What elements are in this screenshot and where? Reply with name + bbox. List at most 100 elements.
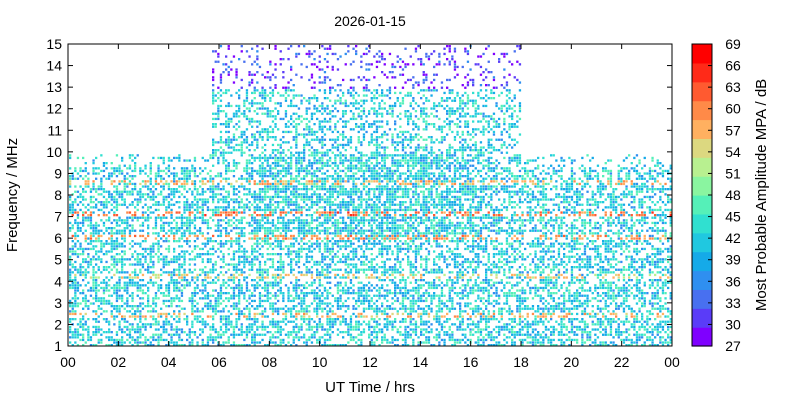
spectrogram-cell <box>149 325 152 329</box>
spectrogram-cell <box>115 169 119 173</box>
spectrogram-cell <box>209 253 212 256</box>
spectrogram-cell <box>266 115 269 118</box>
spectrogram-cell <box>342 336 345 339</box>
spectrogram-cell <box>318 271 321 274</box>
spectrogram-cell <box>102 164 106 167</box>
spectrogram-cell <box>347 45 350 48</box>
spectrogram-cell <box>167 164 171 167</box>
spectrogram-cell <box>277 203 280 206</box>
spectrogram-cell <box>313 336 316 339</box>
spectrogram-cell <box>277 289 280 292</box>
spectrogram-cell <box>115 299 119 303</box>
spectrogram-cell <box>193 159 197 162</box>
spectrogram-cell <box>92 325 95 329</box>
spectrogram-cell <box>183 255 186 258</box>
spectrogram-cell <box>69 273 72 277</box>
spectrogram-cell <box>191 167 194 170</box>
spectrogram-cell <box>318 185 321 188</box>
spectrogram-cell <box>191 271 194 274</box>
spectrogram-cell <box>329 336 332 339</box>
spectrogram-cell <box>121 219 124 222</box>
spectrogram-cell <box>227 268 230 271</box>
spectrogram-cell <box>347 159 350 162</box>
spectrogram-cell <box>82 203 85 206</box>
spectrogram-cell <box>334 146 337 149</box>
spectrogram-cell <box>269 164 272 167</box>
spectrogram-cell <box>352 60 355 63</box>
spectrogram-cell <box>336 286 340 290</box>
spectrogram-cell <box>82 198 85 201</box>
spectrogram-cell <box>115 286 119 290</box>
spectrogram-cell <box>264 211 267 214</box>
spectrogram-cell <box>261 299 264 303</box>
spectrogram-cell <box>235 294 238 297</box>
spectrogram-cell <box>253 120 256 123</box>
spectrogram-cell <box>82 219 85 222</box>
spectrogram-cell <box>284 284 288 287</box>
spectrogram-cell <box>139 302 142 305</box>
spectrogram-cell <box>183 234 186 238</box>
spectrogram-cell <box>292 227 295 230</box>
spectrogram-cell <box>108 271 111 274</box>
spectrogram-cell <box>256 120 259 123</box>
spectrogram-cell <box>165 286 168 290</box>
spectrogram-cell <box>339 206 342 209</box>
spectrogram-cell <box>147 206 150 209</box>
spectrogram-cell <box>219 242 223 245</box>
spectrogram-cell <box>279 188 282 191</box>
spectrogram-cell <box>160 338 163 342</box>
spectrogram-cell <box>201 320 204 323</box>
spectrogram-cell <box>214 123 217 126</box>
spectrogram-cell <box>147 216 150 219</box>
spectrogram-cell <box>199 310 202 313</box>
spectrogram-cell <box>313 156 316 160</box>
spectrogram-cell <box>201 188 204 191</box>
spectrogram-cell <box>131 229 134 232</box>
spectrogram-cell <box>303 154 306 157</box>
spectrogram-cell <box>347 91 350 95</box>
spectrogram-cell <box>240 289 243 292</box>
spectrogram-cell <box>123 302 126 305</box>
spectrogram-cell <box>206 253 210 256</box>
spectrogram-cell <box>74 237 77 240</box>
spectrogram-cell <box>238 333 241 336</box>
spectrogram-cell <box>144 203 147 206</box>
spectrogram-cell <box>131 154 134 157</box>
spectrogram-cell <box>271 110 275 113</box>
spectrogram-cell <box>248 232 251 235</box>
spectrogram-cell <box>308 221 311 225</box>
spectrogram-cell <box>110 234 113 238</box>
spectrogram-cell <box>316 201 319 204</box>
spectrogram-cell <box>321 136 324 139</box>
spectrogram-cell <box>105 344 108 347</box>
spectrogram-cell <box>178 276 181 279</box>
spectrogram-cell <box>331 305 334 308</box>
spectrogram-cell <box>282 216 285 219</box>
spectrogram-cell <box>201 221 204 225</box>
spectrogram-cell <box>95 294 98 297</box>
spectrogram-cell <box>160 284 163 287</box>
spectrogram-cell <box>100 328 103 331</box>
spectrogram-cell <box>253 315 256 318</box>
spectrogram-cell <box>149 250 152 253</box>
spectrogram-cell <box>71 208 74 212</box>
spectrogram-cell <box>193 172 197 175</box>
spectrogram-cell <box>188 299 191 303</box>
spectrogram-cell <box>323 97 327 100</box>
spectrogram-cell <box>303 143 306 147</box>
spectrogram-cell <box>183 258 186 261</box>
spectrogram-cell <box>204 219 207 222</box>
spectrogram-cell <box>170 227 173 230</box>
spectrogram-cell <box>123 341 126 344</box>
spectrogram-cell <box>245 136 249 139</box>
spectrogram-cell <box>204 214 207 217</box>
spectrogram-cell <box>206 344 210 347</box>
spectrogram-cell <box>310 195 314 199</box>
spectrogram-cell <box>157 242 160 245</box>
spectrogram-cell <box>139 336 142 339</box>
spectrogram-cell <box>175 258 178 261</box>
spectrogram-cell <box>240 221 243 225</box>
spectrogram-cell <box>157 312 160 316</box>
spectrogram-cell <box>310 63 314 66</box>
spectrogram-cell <box>261 201 264 204</box>
